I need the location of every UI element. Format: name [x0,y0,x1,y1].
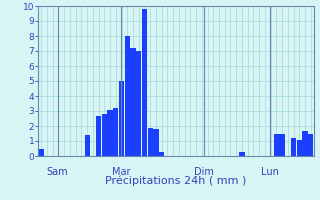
Bar [291,138,296,156]
Bar [102,114,107,156]
Bar [308,134,313,156]
Bar [274,134,279,156]
Bar [148,128,153,156]
Text: Dim: Dim [194,167,213,177]
Bar [239,152,244,156]
Bar [125,36,130,156]
Bar [302,130,308,156]
Bar [131,48,136,156]
Text: Lun: Lun [260,167,278,177]
Bar [297,140,302,156]
Bar [136,51,141,156]
Bar [96,116,101,156]
Bar [142,9,147,156]
Bar [119,81,124,156]
X-axis label: Précipitations 24h ( mm ): Précipitations 24h ( mm ) [105,175,247,186]
Bar [39,148,44,156]
Bar [113,108,118,156]
Bar [108,110,113,156]
Text: Mar: Mar [112,167,130,177]
Bar [159,152,164,156]
Bar [279,134,285,156]
Bar [84,135,90,156]
Text: Sam: Sam [47,167,68,177]
Bar [153,129,158,156]
